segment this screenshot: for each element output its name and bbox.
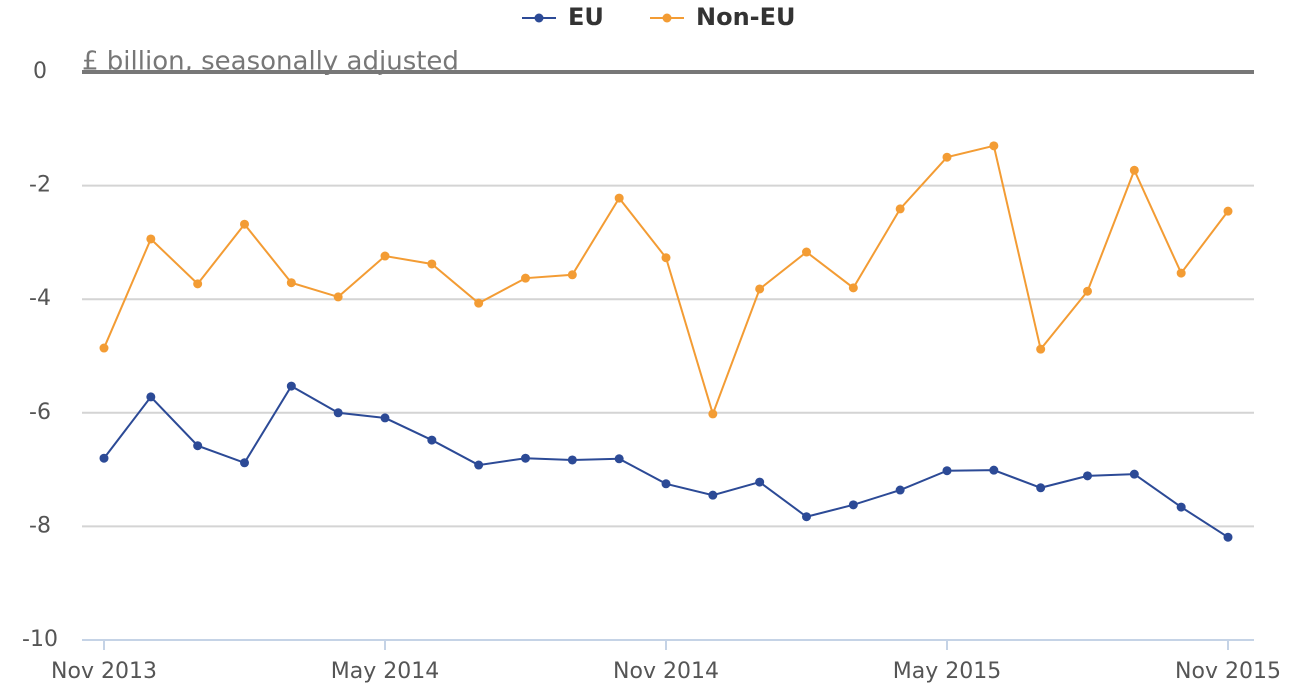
point: [380, 413, 390, 423]
point: [521, 273, 530, 283]
point: [614, 454, 624, 464]
point: [802, 512, 811, 522]
x-tick-label: Nov 2015: [1175, 659, 1281, 684]
point: [1129, 165, 1139, 175]
point: [755, 477, 765, 487]
point: [802, 247, 811, 257]
series: [99, 141, 1233, 419]
point: [1223, 206, 1233, 216]
point: [942, 466, 952, 476]
point: [661, 479, 671, 489]
point: [193, 279, 203, 289]
point: [146, 392, 156, 402]
point: [567, 270, 577, 280]
x-tick-label: Nov 2014: [613, 659, 719, 684]
legend-marker: [534, 13, 544, 23]
point: [380, 251, 390, 261]
point: [99, 453, 109, 463]
point: [474, 460, 484, 470]
x-tick-label: May 2014: [331, 659, 439, 684]
point: [240, 458, 249, 468]
point: [99, 343, 109, 353]
point: [848, 500, 858, 510]
point: [848, 283, 858, 293]
point: [286, 278, 296, 288]
point: [240, 219, 249, 229]
legend-item: Non-EU: [650, 3, 796, 31]
legend-label: Non-EU: [696, 3, 796, 31]
point: [193, 441, 203, 451]
y-tick-label: -10: [22, 627, 58, 652]
y-tick-label: -4: [29, 286, 51, 311]
y-tick-label: -6: [29, 400, 51, 425]
point: [1036, 483, 1046, 493]
point: [146, 234, 156, 244]
point: [333, 408, 343, 418]
x-tick-label: Nov 2013: [51, 659, 157, 684]
point: [708, 409, 718, 419]
point: [1083, 471, 1092, 481]
x-tick-label: May 2015: [893, 659, 1001, 684]
legend-label: EU: [568, 3, 604, 31]
y-tick-label: 0: [33, 59, 47, 84]
series: [99, 381, 1233, 542]
point: [1223, 532, 1233, 542]
point: [895, 204, 905, 214]
point: [427, 259, 437, 269]
point: [942, 152, 952, 162]
series-line: [103, 384, 1229, 539]
point: [989, 141, 999, 151]
legend-item: EU: [522, 3, 604, 31]
point: [1083, 286, 1092, 296]
y-tick-label: -8: [29, 513, 51, 538]
point: [895, 485, 905, 495]
point: [567, 455, 577, 465]
point: [521, 453, 530, 463]
point: [1176, 502, 1186, 512]
point: [989, 465, 999, 475]
point: [755, 284, 765, 294]
point: [474, 298, 484, 308]
point: [708, 490, 718, 500]
point: [1036, 344, 1046, 354]
point: [1129, 469, 1139, 479]
point: [333, 292, 343, 302]
point: [286, 381, 296, 391]
point: [614, 193, 624, 203]
point: [427, 435, 437, 445]
y-tick-label: -2: [29, 173, 51, 198]
point: [1176, 268, 1186, 278]
point: [661, 253, 671, 263]
legend-marker: [662, 13, 672, 23]
